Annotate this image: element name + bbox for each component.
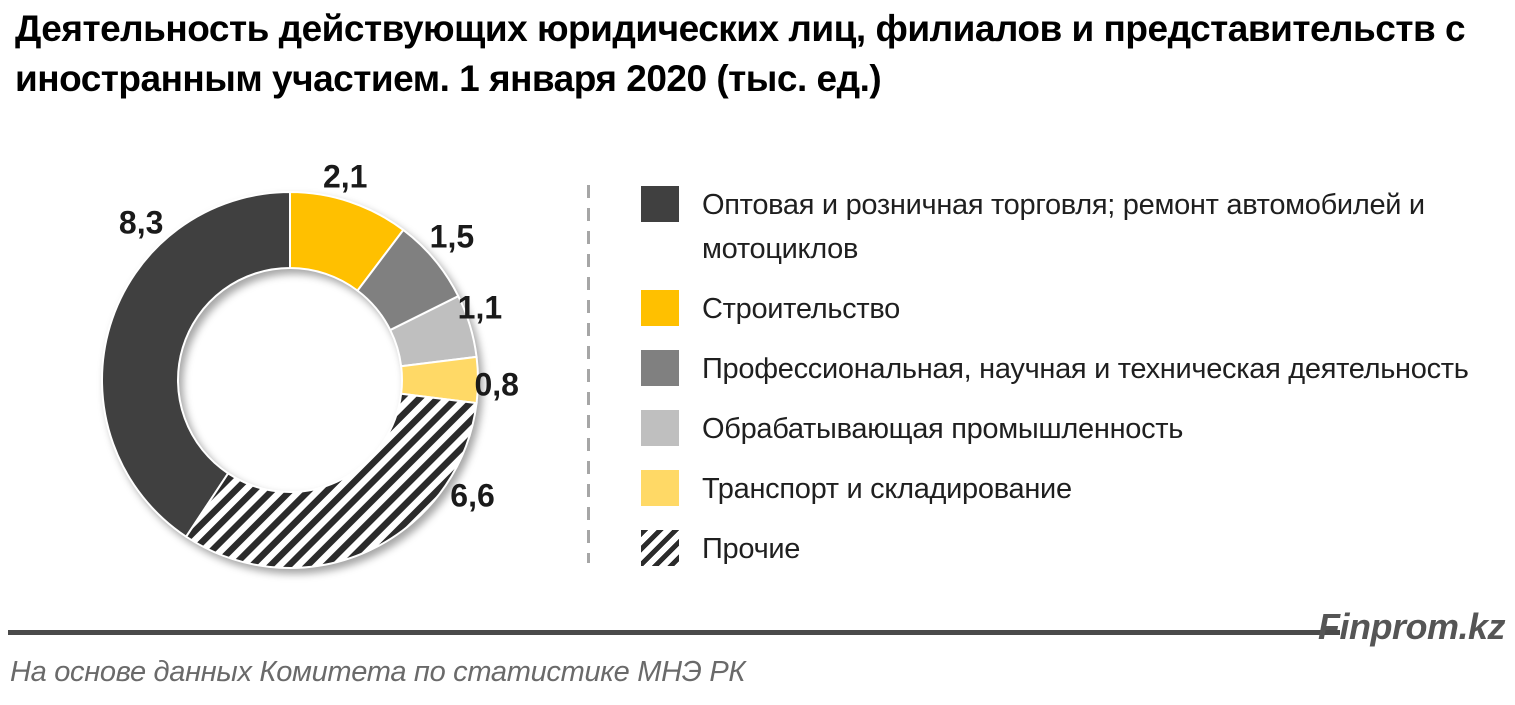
slice-value-label: 0,8	[474, 366, 519, 403]
legend-swatch-hatch-icon	[641, 530, 679, 566]
slice-value-label: 6,6	[450, 477, 495, 514]
legend-item: Профессиональная, научная и техническая …	[641, 347, 1506, 391]
legend-label: Профессиональная, научная и техническая …	[702, 353, 1469, 385]
pie-slice-1	[101, 190, 291, 539]
donut-svg	[101, 190, 479, 569]
legend: Оптовая и розничная торговля; ремонт авт…	[641, 183, 1506, 587]
brand-logo: Finprom.kz	[1317, 606, 1506, 647]
slice-value-label: 8,3	[118, 204, 164, 241]
legend-swatch-icon	[641, 290, 679, 326]
legend-divider	[587, 185, 590, 563]
slice-value-label: 1,1	[457, 289, 503, 326]
legend-label: Прочие	[702, 533, 801, 565]
legend-item: Обрабатывающая промышленность	[641, 407, 1506, 451]
chart-title: Деятельность действующих юридических лиц…	[15, 8, 1466, 99]
legend-swatch-icon	[641, 410, 679, 446]
legend-label: Строительство	[702, 293, 900, 325]
legend-label: Транспорт и складирование	[702, 473, 1072, 505]
legend-label: Оптовая и розничная торговля; ремонт авт…	[702, 189, 1425, 265]
pie-slice-6	[184, 392, 478, 569]
footer-rule	[8, 630, 1340, 635]
legend-item: Оптовая и розничная торговля; ремонт авт…	[641, 183, 1506, 271]
legend-label: Обрабатывающая промышленность	[702, 413, 1184, 445]
legend-item: Прочие	[641, 527, 1506, 571]
legend-swatch-icon	[641, 186, 679, 222]
legend-item: Транспорт и складирование	[641, 467, 1506, 511]
slice-value-label: 2,1	[322, 158, 368, 195]
legend-item: Строительство	[641, 287, 1506, 331]
donut-chart: 8,3 2,1 1,5 1,1 0,8 6,6	[40, 130, 540, 630]
slice-value-label: 1,5	[429, 218, 475, 255]
source-note: На основе данных Комитета по статистике …	[10, 656, 746, 688]
legend-swatch-icon	[641, 350, 679, 386]
legend-swatch-icon	[641, 470, 679, 506]
